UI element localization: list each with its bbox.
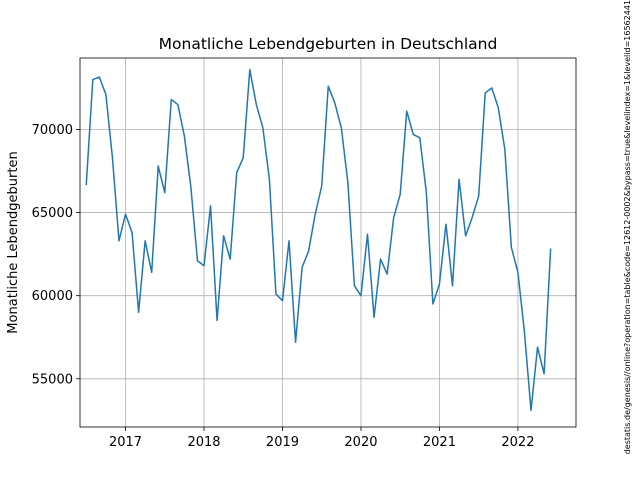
x-tick-label: 2018 xyxy=(187,435,220,450)
y-axis-label: Monatliche Lebendgeburten xyxy=(6,151,21,333)
x-tick-label: 2017 xyxy=(109,435,142,450)
x-tick-label: 2021 xyxy=(423,435,456,450)
x-tick-label: 2020 xyxy=(344,435,377,450)
series-line xyxy=(85,68,552,412)
axis-ticks: 2017 2018 2019 2020 2021 2022 55000 60000 65000 7… xyxy=(32,123,535,450)
y-tick-label: 60000 xyxy=(32,289,73,304)
x-tick-label: 2019 xyxy=(266,435,299,450)
x-tick-label: 2022 xyxy=(501,435,534,450)
chart-title: Monatliche Lebendgeburten in Deutschland xyxy=(159,35,498,53)
y-tick-label: 70000 xyxy=(32,123,73,138)
y-tick-label: 55000 xyxy=(32,372,73,387)
grid-lines xyxy=(80,58,576,427)
series-layer xyxy=(85,68,552,412)
source-note: destatis.de/genesis//online?operation=ta… xyxy=(623,0,632,454)
plot-frame xyxy=(79,57,577,428)
y-tick-label: 65000 xyxy=(32,206,73,221)
